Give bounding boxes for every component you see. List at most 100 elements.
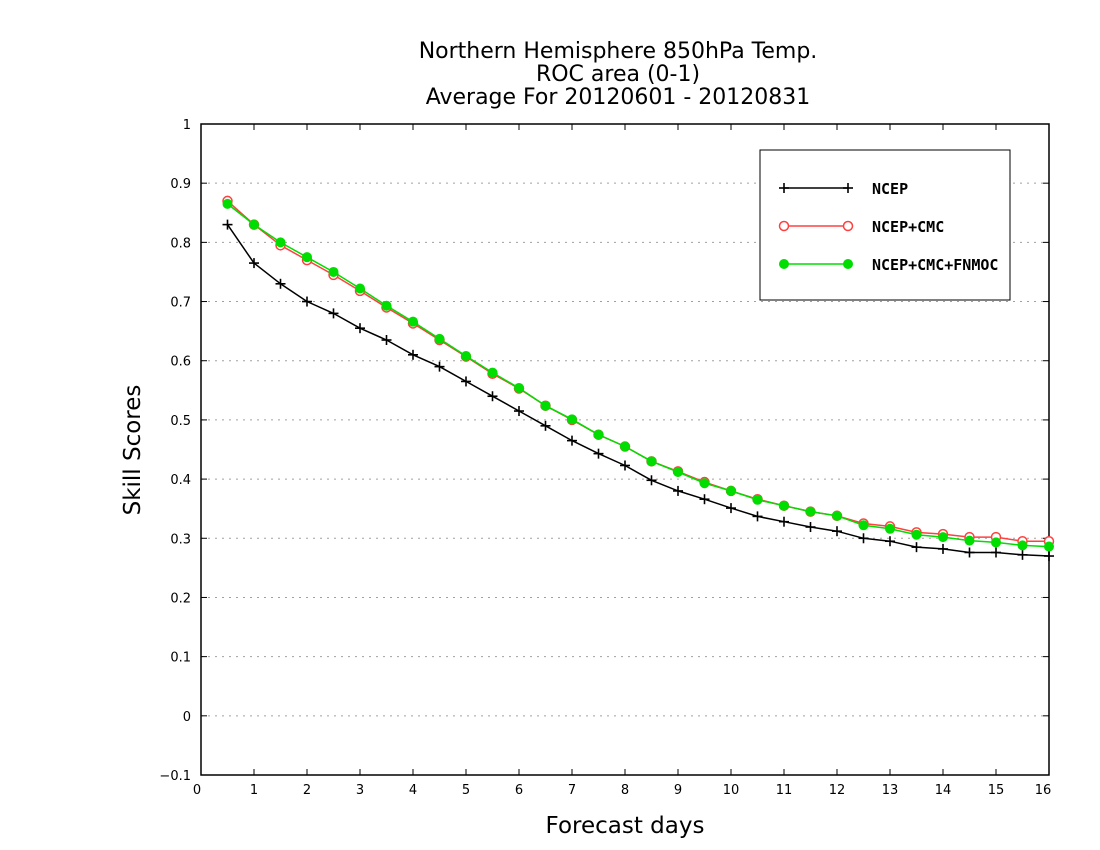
- data-point: [858, 533, 869, 544]
- x-tick-label: 4: [409, 783, 417, 798]
- data-point: [779, 516, 789, 527]
- data-point: [842, 220, 854, 232]
- data-point: [540, 420, 551, 431]
- data-point: [911, 529, 922, 540]
- data-point: [302, 252, 312, 263]
- data-point: [1017, 549, 1028, 560]
- x-tick-label: 7: [568, 783, 576, 798]
- y-tick-label: −0.1: [159, 769, 191, 784]
- y-axis-ticks: −0.1 0 0.1 0.2 0.3 0.4 0.5 0.6 0.7 0.8 0.9 1: [159, 118, 1049, 784]
- x-tick-label: 10: [723, 783, 740, 798]
- x-tick-label: 16: [1035, 783, 1052, 798]
- data-point: [408, 316, 418, 327]
- x-axis-ticks: 0 1 2 3 4 5 6 7 8 9 10 11 12 13 14 15 16: [193, 124, 1051, 798]
- data-point: [778, 220, 790, 232]
- series-layer: [222, 195, 1055, 562]
- data-point: [381, 300, 392, 311]
- data-point: [805, 506, 816, 517]
- data-point: [249, 219, 259, 230]
- data-point: [434, 333, 445, 344]
- x-tick-label: 11: [776, 783, 793, 798]
- legend-item: NCEP+CMC: [778, 218, 944, 236]
- data-point: [911, 542, 922, 553]
- data-point: [673, 466, 683, 477]
- data-point: [991, 547, 1001, 558]
- data-point: [885, 523, 895, 534]
- legend-label: NCEP: [872, 180, 908, 198]
- title-line: ROC area (0-1): [536, 62, 700, 87]
- data-point: [752, 494, 763, 505]
- data-point: [222, 198, 233, 209]
- data-point: [408, 349, 418, 360]
- data-point: [222, 219, 233, 230]
- data-point: [1044, 551, 1054, 562]
- data-point: [991, 537, 1001, 548]
- data-point: [249, 258, 259, 269]
- y-tick-label: 0.8: [170, 236, 191, 251]
- data-point: [275, 278, 286, 289]
- data-point: [355, 283, 365, 294]
- legend-item: NCEP+CMC+FNMOC: [779, 256, 998, 274]
- x-tick-label: 2: [303, 783, 311, 798]
- x-tick-label: 6: [515, 783, 523, 798]
- data-point: [328, 266, 339, 277]
- data-point: [540, 400, 551, 411]
- data-point: [355, 323, 365, 334]
- x-tick-label: 13: [882, 783, 899, 798]
- data-point: [832, 510, 842, 521]
- title-line: Average For 20120601 - 20120831: [426, 85, 811, 110]
- data-point: [328, 308, 339, 319]
- legend-item: NCEP: [779, 180, 908, 198]
- data-point: [832, 526, 842, 537]
- x-tick-label: 14: [935, 783, 952, 798]
- chart-title: Northern Hemisphere 850hPa Temp.ROC area…: [419, 39, 818, 110]
- data-point: [487, 391, 498, 402]
- title-line: Northern Hemisphere 850hPa Temp.: [419, 39, 818, 64]
- y-tick-label: 0.4: [170, 473, 191, 488]
- data-point: [779, 259, 789, 269]
- x-tick-label: 12: [829, 783, 846, 798]
- data-point: [779, 500, 789, 511]
- legend-label: NCEP+CMC+FNMOC: [872, 256, 998, 274]
- legend-box: [759, 149, 1011, 301]
- data-point: [858, 520, 869, 531]
- x-axis-label: Forecast days: [546, 813, 705, 839]
- y-tick-label: 0.7: [170, 296, 191, 311]
- data-point: [752, 511, 763, 522]
- data-point: [593, 448, 604, 459]
- data-point: [620, 441, 630, 452]
- y-tick-label: 0.9: [170, 177, 191, 192]
- data-point: [461, 376, 471, 387]
- data-point: [805, 522, 816, 533]
- x-tick-label: 15: [988, 783, 1005, 798]
- data-point: [938, 532, 948, 543]
- y-tick-label: 1: [183, 118, 191, 133]
- y-tick-label: 0.5: [170, 414, 191, 429]
- data-point: [1044, 541, 1054, 552]
- y-axis-label: Skill Scores: [120, 385, 146, 516]
- data-point: [381, 335, 392, 346]
- y-tick-label: 0.2: [170, 591, 191, 606]
- data-point: [779, 183, 789, 193]
- data-point: [673, 485, 683, 496]
- x-tick-label: 1: [250, 783, 258, 798]
- series-ncep-cmc-fnmoc: [222, 198, 1054, 552]
- data-point: [885, 536, 895, 547]
- data-point: [302, 296, 312, 307]
- x-tick-label: 0: [193, 783, 201, 798]
- legend-label: NCEP+CMC: [872, 218, 944, 236]
- data-point: [275, 237, 286, 248]
- data-point: [593, 429, 604, 440]
- legend: NCEP NCEP+CMC NCEP+CMC+FNMOC: [759, 149, 1011, 301]
- y-tick-label: 0.6: [170, 355, 191, 370]
- data-point: [567, 435, 577, 446]
- data-point: [646, 475, 657, 486]
- data-point: [567, 414, 577, 425]
- series-ncep: [222, 219, 1054, 562]
- data-point: [514, 382, 524, 393]
- data-point: [620, 460, 630, 471]
- y-tick-label: 0: [183, 710, 191, 725]
- x-tick-label: 8: [621, 783, 629, 798]
- y-tick-label: 0.1: [170, 651, 191, 666]
